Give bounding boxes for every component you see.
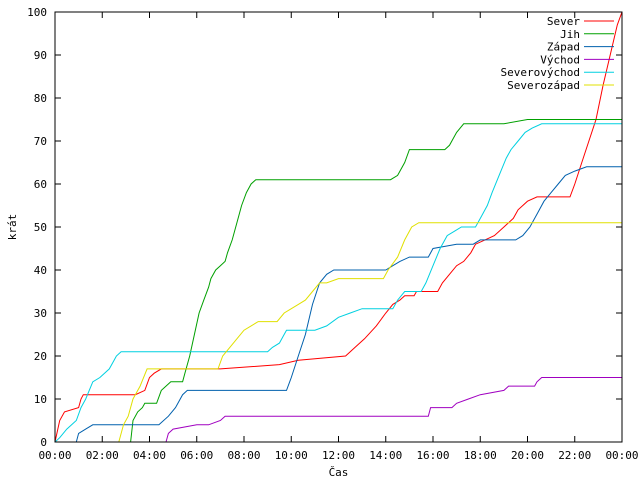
- series-line: [55, 377, 622, 443]
- y-tick-label: 60: [34, 178, 47, 191]
- y-tick-label: 0: [40, 436, 47, 449]
- series-line: [54, 123, 622, 443]
- series-line: [55, 166, 622, 443]
- x-tick-label: 00:00: [38, 449, 71, 462]
- y-tick-label: 50: [34, 221, 47, 234]
- y-axis-label: krát: [6, 214, 19, 241]
- x-tick-label: 20:00: [511, 449, 544, 462]
- x-tick-label: 08:00: [227, 449, 260, 462]
- y-axis: 0 10 20 30 40 50 60 70 80 90 100: [27, 6, 622, 449]
- x-tick-label: 04:00: [133, 449, 166, 462]
- x-tick-label: 14:00: [369, 449, 402, 462]
- y-tick-label: 20: [34, 350, 47, 363]
- x-tick-label: 00:00: [605, 449, 638, 462]
- x-axis-label: Čas: [329, 466, 349, 479]
- legend-label: Severozápad: [507, 79, 580, 92]
- y-tick-label: 90: [34, 49, 47, 62]
- x-tick-label: 10:00: [275, 449, 308, 462]
- legend-label: Západ: [547, 41, 580, 54]
- x-tick-label: 02:00: [86, 449, 119, 462]
- x-tick-label: 12:00: [322, 449, 355, 462]
- y-tick-label: 30: [34, 307, 47, 320]
- x-tick-label: 18:00: [464, 449, 497, 462]
- legend-label: Jih: [560, 28, 580, 41]
- legend-label: Východ: [540, 53, 580, 66]
- legend-label: Sever: [547, 15, 580, 28]
- series-line: [55, 119, 622, 443]
- series-line: [55, 222, 622, 443]
- y-tick-label: 10: [34, 393, 47, 406]
- x-tick-label: 06:00: [180, 449, 213, 462]
- y-tick-label: 80: [34, 92, 47, 105]
- x-axis: 00:00 02:00 04:00 06:00 08:00 10:00 12:00 14:00…: [38, 12, 639, 462]
- legend: SeverJihZápadVýchodSeverovýchodSeverozáp…: [501, 15, 614, 92]
- legend-label: Severovýchod: [501, 66, 580, 79]
- x-tick-label: 22:00: [558, 449, 591, 462]
- y-tick-label: 100: [27, 6, 47, 19]
- y-tick-label: 40: [34, 264, 47, 277]
- y-tick-label: 70: [34, 135, 47, 148]
- plot-lines: [54, 11, 623, 443]
- x-tick-label: 16:00: [416, 449, 449, 462]
